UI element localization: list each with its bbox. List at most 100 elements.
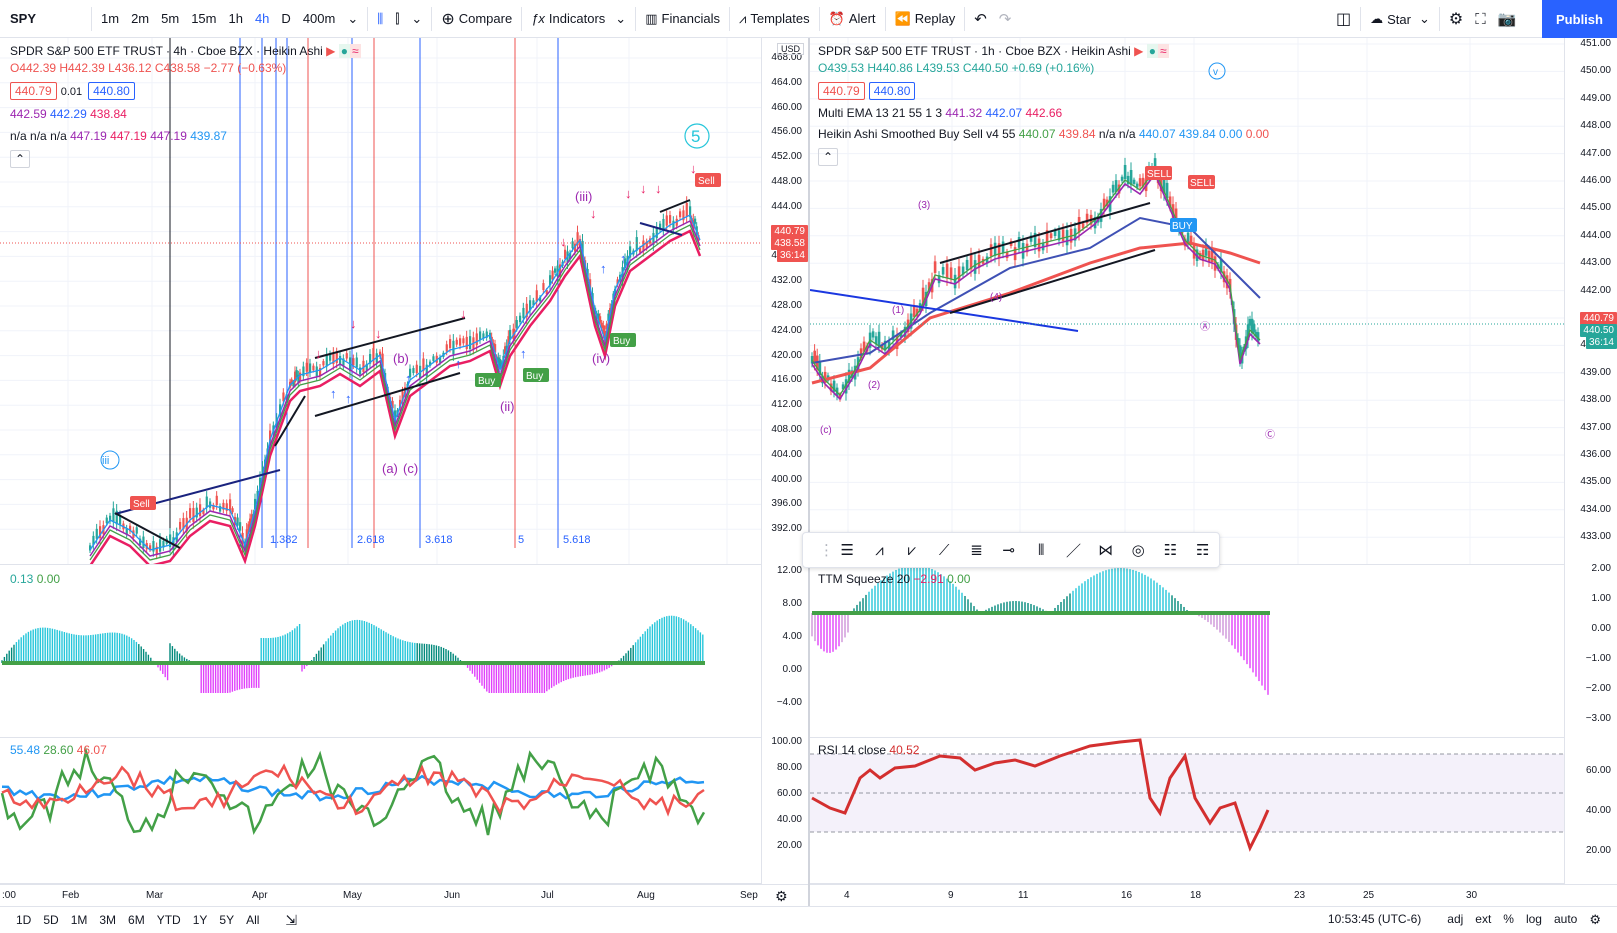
candle-body [965,259,969,271]
alert-button[interactable]: ⏰ Alert [828,10,876,27]
ha-val7: 0.00 [1219,127,1243,141]
interval-15m[interactable]: 15m [191,11,217,26]
go-to-date-icon[interactable]: ⇲ [285,911,298,928]
ext-toggle[interactable]: ext [1475,912,1492,926]
gear-icon[interactable]: ⚙ [1589,912,1601,927]
range-5y[interactable]: 5Y [219,913,235,927]
left-ask-box[interactable]: 440.80 [88,82,135,100]
compare-button[interactable]: ⊕ Compare [441,10,513,28]
buy-arrow: ↑ [405,371,412,386]
right-rsi-pane[interactable]: RSI 14 close 40.52 [810,738,1564,884]
candle-body [529,300,532,311]
percent-toggle[interactable]: % [1503,912,1514,926]
chart-type-dropdown-icon[interactable]: ⌄ [411,10,423,26]
candle-body [449,339,452,349]
interval-2m[interactable]: 2m [131,11,150,26]
trend-angle-icon[interactable]: ⟋ [938,541,950,559]
trend-line [274,395,306,447]
elliott-correction-icon[interactable]: ⩗ [907,541,917,559]
adj-toggle[interactable]: adj [1447,912,1464,926]
indicators-button[interactable]: ƒx Indicators ⌄ [531,10,627,27]
candle-body [519,315,522,323]
left-time-axis[interactable]: :00 Feb Mar Apr May Jun Jul Aug Sep ⚙ [0,884,808,906]
range-ytd[interactable]: YTD [156,913,181,927]
fib-extension-icon[interactable]: ☶ [1196,542,1210,559]
interval-d[interactable]: D [281,11,291,26]
log-toggle[interactable]: log [1525,912,1542,926]
star-button[interactable]: ☁ Star ⌄ [1370,11,1430,27]
redo-icon[interactable]: ↷ [998,10,1012,28]
interval-dropdown-icon[interactable]: ⌄ [347,10,359,26]
right-bid-box[interactable]: 440.79 [818,82,865,100]
drag-handle-icon[interactable]: ⋮ [819,542,834,559]
candles-icon[interactable]: ⫿ [395,10,400,26]
left-price-axis[interactable]: 468.00 464.00 460.00 456.00 452.00 448.00 444.… [761,38,808,565]
publish-button[interactable]: Publish [1542,0,1617,38]
bar-style-icon[interactable]: ⫼ [377,10,384,26]
cycle-lines-icon[interactable]: ⦀ [1037,541,1045,559]
candle-body [205,496,208,508]
left-rsi-axis[interactable]: 100.00 80.00 60.00 40.00 20.00 [761,736,808,884]
gann-fan-icon[interactable]: ◎ [1131,542,1145,559]
financials-button[interactable]: ▥ Financials [645,10,721,27]
right-rsi-axis[interactable]: 60.00 40.00 20.00 [1564,738,1617,884]
right-time-axis[interactable]: 4 9 11 16 18 23 25 30 [810,884,1617,906]
left-bid-box[interactable]: 440.79 [10,82,57,100]
chart-divider[interactable] [808,38,810,906]
left-price-pane[interactable]: 1.382 2.618 3.618 5 5.618 (iii) (iv) (ii) (a) (c)… [0,38,761,565]
horizontal-line-icon[interactable]: ⊸ [1002,542,1016,559]
right-price-axis[interactable]: 451.00 450.00 449.00 448.00 447.00 446.00 445.… [1564,38,1617,565]
layout-icon[interactable]: ◫ [1336,11,1352,28]
left-squeeze-axis[interactable]: 12.00 8.00 4.00 0.00 −4.00 [761,565,808,738]
range-1y[interactable]: 1Y [192,913,208,927]
gear-icon[interactable]: ⚙ [775,888,788,904]
range-6m[interactable]: 6M [128,913,145,927]
left-rsi-pane[interactable]: 55.48 28.60 46.07 [0,738,761,884]
range-5d[interactable]: 5D [43,913,59,927]
interval-400m[interactable]: 400m [302,11,336,26]
interval-5m[interactable]: 5m [161,11,180,26]
left-ind1-a: 442.59 [10,107,47,121]
axis-tick: 2.00 [1591,563,1611,574]
interval-4h[interactable]: 4h [254,11,270,26]
fib-icon[interactable]: ≣ [970,542,983,559]
right-ask-box[interactable]: 440.80 [868,82,916,100]
currency-label[interactable]: USD [776,43,804,55]
ha-val2: 439.84 [1058,127,1096,141]
elliott-impulse-icon[interactable]: ⩘ [875,541,884,559]
candle-body [335,352,338,364]
candle-body [652,232,655,245]
interval-1m[interactable]: 1m [101,11,120,26]
candle-body [359,367,362,375]
data-status-icon: ● [338,44,350,58]
text-notes-icon[interactable]: ☰ [840,542,854,559]
camera-icon[interactable]: 📷 [1497,11,1517,28]
left-squeeze-pane[interactable]: 0.13 0.00 [0,565,761,738]
right-squeeze-pane[interactable]: TTM Squeeze 20 −2.91 0.00 [810,565,1564,738]
candle-body [95,528,98,539]
templates-button[interactable]: ⩘ Templates [739,10,810,27]
replay-button[interactable]: ⏪ Replay [894,10,956,27]
fullscreen-icon[interactable]: ⛶ [1475,10,1486,28]
collapse-legend-button[interactable]: ⌃ [818,148,839,166]
trend-line-icon[interactable]: ／ [1065,542,1081,560]
candle-body [1256,332,1260,342]
collapse-legend-button[interactable]: ⌃ [10,150,31,168]
xabcd-pattern-icon[interactable]: ⋈ [1098,542,1114,559]
range-1m[interactable]: 1M [70,913,88,927]
range-3m[interactable]: 3M [99,913,117,927]
left-ind2-e: 447.19 [110,129,147,143]
range-1d[interactable]: 1D [16,913,32,927]
fib-retracement-icon[interactable]: ☷ [1163,542,1178,559]
range-all[interactable]: All [246,913,260,927]
candle-body [1085,213,1089,224]
undo-icon[interactable]: ↶ [974,10,987,28]
ema-slow-line [811,241,1261,385]
auto-toggle[interactable]: auto [1553,912,1578,926]
symbol-search[interactable]: SPY [10,11,37,26]
clock-display[interactable]: 10:53:45 (UTC-6) [1327,912,1422,926]
interval-1h[interactable]: 1h [228,11,243,26]
gear-icon[interactable]: ⚙ [1448,11,1464,28]
right-squeeze-axis[interactable]: 2.00 1.00 0.00 −1.00 −2.00 −3.00 [1564,563,1617,738]
right-price-pane[interactable]: SELL SELL BUY v (3) (c) (2) (1) (4) Ⓐ Ⓒ SPDR S&P 5… [810,38,1564,565]
